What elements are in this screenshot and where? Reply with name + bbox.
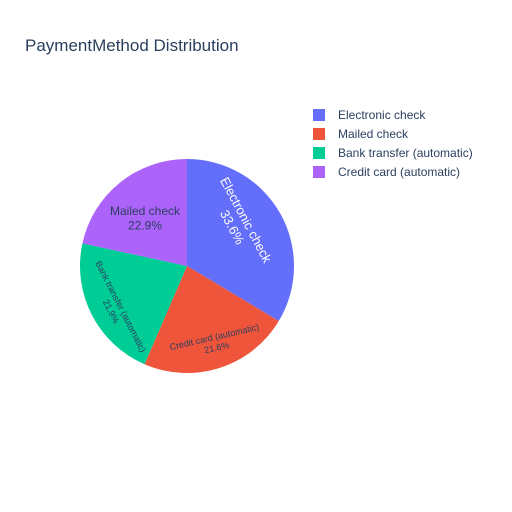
legend-item[interactable]: Credit card (automatic) bbox=[313, 165, 460, 179]
pie-slices bbox=[79, 159, 295, 374]
legend: Electronic check Mailed check Bank transfe… bbox=[313, 108, 473, 179]
legend-swatch bbox=[313, 109, 325, 121]
legend-swatch bbox=[313, 166, 325, 178]
legend-swatch bbox=[313, 128, 325, 140]
pie-slice-electronic-check[interactable] bbox=[187, 159, 295, 322]
pie-slice-label-name: Mailed check bbox=[110, 204, 181, 218]
legend-item[interactable]: Mailed check bbox=[313, 127, 409, 141]
legend-item[interactable]: Bank transfer (automatic) bbox=[313, 146, 473, 160]
legend-label: Electronic check bbox=[338, 108, 426, 122]
legend-label: Mailed check bbox=[338, 127, 409, 141]
pie-slice-label-percent: 22.9% bbox=[128, 218, 162, 232]
pie-slice-credit-card-automatic[interactable] bbox=[82, 159, 187, 266]
pie-slice-bank-transfer-automatic[interactable] bbox=[79, 243, 187, 365]
chart-title: PaymentMethod Distribution bbox=[25, 36, 239, 55]
legend-swatch bbox=[313, 147, 325, 159]
legend-label: Bank transfer (automatic) bbox=[338, 146, 473, 160]
pie-slice-mailed-check[interactable] bbox=[144, 266, 279, 374]
legend-item[interactable]: Electronic check bbox=[313, 108, 426, 122]
pie-slice-label: Mailed check 22.9% bbox=[110, 204, 181, 232]
legend-label: Credit card (automatic) bbox=[338, 165, 460, 179]
